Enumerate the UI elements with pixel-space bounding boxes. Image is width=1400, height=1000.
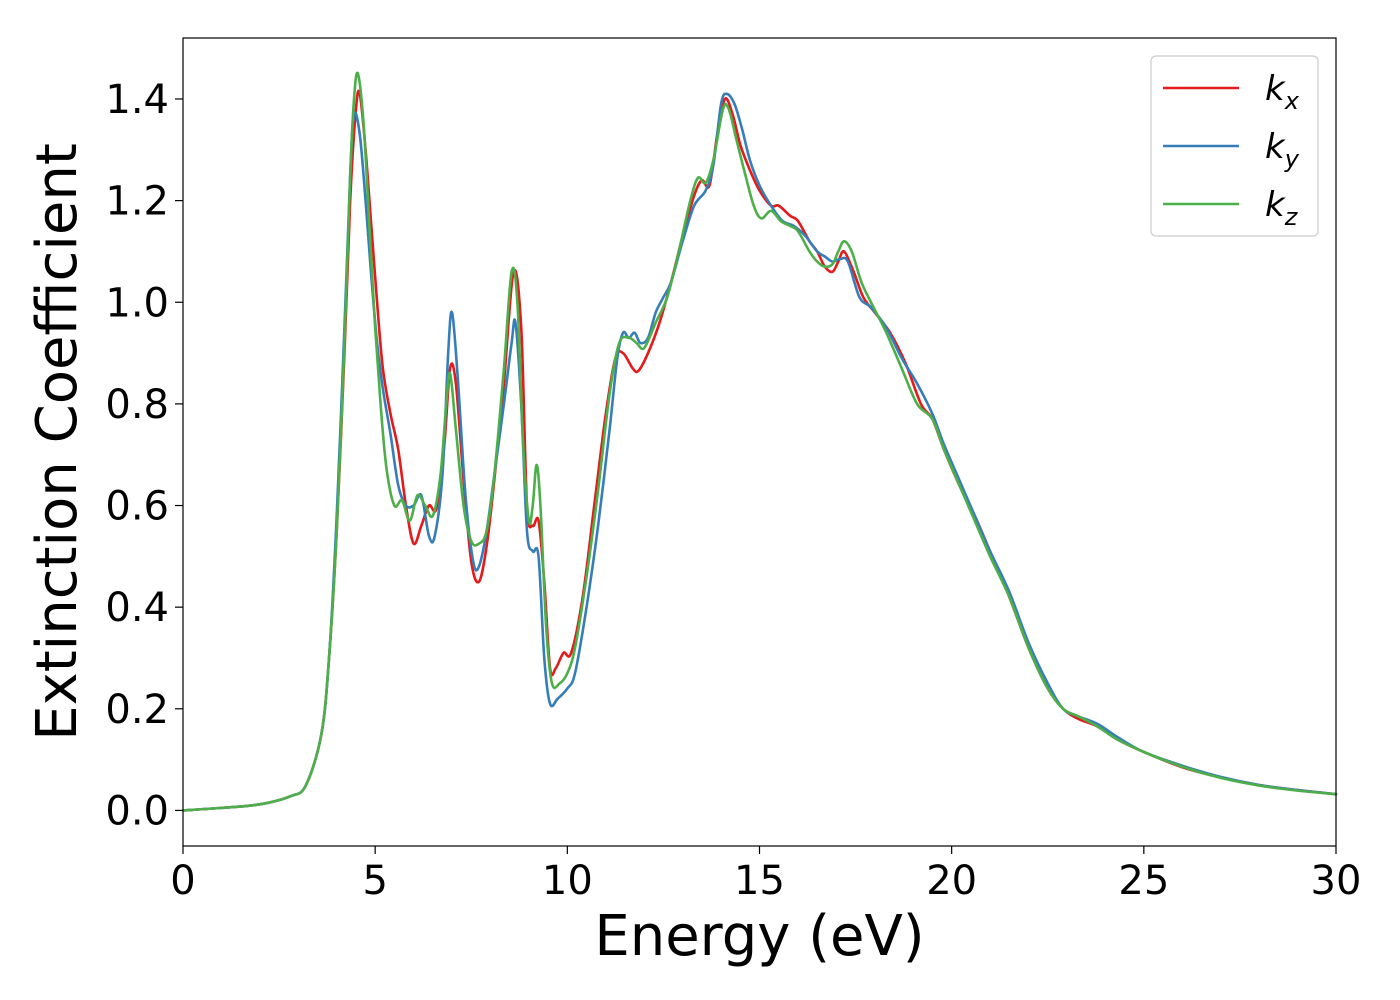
y-tick-label: 0.0: [105, 788, 169, 834]
legend-label-main: k: [1265, 69, 1286, 109]
series-layer: [181, 71, 1338, 812]
axes-layer: 0 5 10 15 20 25 30 0.0 0.2 0.4 0.6 0.8 1.0 1.2 1.4: [105, 37, 1362, 904]
x-tick-label: 10: [542, 858, 593, 904]
legend-label-subscript: z: [1284, 203, 1299, 231]
y-tick-label: 0.4: [105, 585, 169, 631]
series-line-z: [181, 71, 1338, 812]
y-tick-label: 0.6: [105, 484, 169, 530]
legend-label-z: kz: [1265, 185, 1299, 231]
y-tick-label: 1.2: [105, 179, 169, 225]
series-line-y: [181, 92, 1338, 812]
x-tick-label: 20: [926, 858, 977, 904]
x-axis-label: Energy (eV): [594, 904, 924, 969]
legend-label-y: ky: [1265, 127, 1300, 173]
legend-label-x: kx: [1265, 69, 1300, 115]
x-tick-label: 5: [362, 858, 387, 904]
y-tick-label: 0.2: [105, 687, 169, 733]
legend-label-subscript: x: [1284, 87, 1300, 115]
y-tick-label: 0.8: [105, 382, 169, 428]
x-tick-label: 30: [1311, 858, 1362, 904]
legend-label-main: k: [1265, 185, 1286, 225]
x-tick-label: 25: [1118, 858, 1169, 904]
x-tick-label: 0: [170, 858, 195, 904]
x-tick-label: 15: [734, 858, 785, 904]
legend-label-subscript: y: [1284, 145, 1300, 173]
legend-label-main: k: [1265, 127, 1286, 167]
y-tick-label: 1.0: [105, 280, 169, 326]
y-tick-label: 1.4: [105, 77, 169, 123]
y-axis-label: Extinction Coefficient: [25, 143, 90, 741]
